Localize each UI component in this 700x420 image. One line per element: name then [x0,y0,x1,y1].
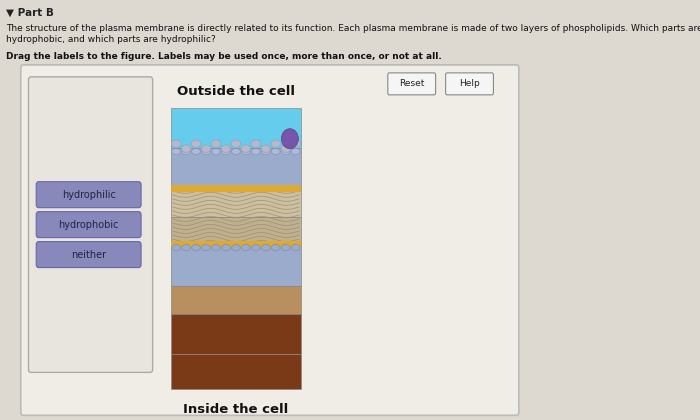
Ellipse shape [172,148,181,155]
Ellipse shape [281,244,290,251]
Ellipse shape [202,145,211,152]
Ellipse shape [291,244,300,251]
Bar [172,148,301,189]
Ellipse shape [202,244,210,251]
Ellipse shape [232,148,240,155]
Ellipse shape [271,140,281,147]
Ellipse shape [231,140,241,147]
Ellipse shape [191,140,201,147]
Bar [172,354,301,389]
FancyBboxPatch shape [29,77,153,373]
FancyBboxPatch shape [446,73,494,95]
Bar [172,189,301,217]
Ellipse shape [192,244,200,251]
Bar [172,286,301,314]
Ellipse shape [272,148,280,155]
Ellipse shape [261,145,271,152]
Ellipse shape [211,244,220,251]
Bar [172,314,301,354]
Ellipse shape [291,148,300,155]
Text: Drag the labels to the figure. Labels may be used once, more than once, or not a: Drag the labels to the figure. Labels ma… [6,52,442,61]
Text: neither: neither [71,249,106,260]
Text: hydrophobic, and which parts are hydrophilic?: hydrophobic, and which parts are hydroph… [6,35,216,44]
Text: hydrophobic: hydrophobic [58,220,119,230]
Ellipse shape [202,148,210,155]
FancyBboxPatch shape [388,73,435,95]
Ellipse shape [181,145,191,152]
Ellipse shape [232,244,240,251]
Ellipse shape [182,244,190,251]
Ellipse shape [211,140,220,147]
Ellipse shape [182,148,190,155]
Text: hydrophilic: hydrophilic [62,190,116,200]
Ellipse shape [222,148,230,155]
FancyBboxPatch shape [36,241,141,268]
Bar [172,217,301,245]
Ellipse shape [222,244,230,251]
Ellipse shape [192,148,200,155]
Text: ▼ Part B: ▼ Part B [6,8,54,18]
Ellipse shape [241,145,251,152]
Ellipse shape [172,140,181,147]
Ellipse shape [251,148,260,155]
Ellipse shape [251,244,260,251]
Bar [172,108,301,148]
Text: Inside the cell: Inside the cell [183,403,288,416]
Ellipse shape [291,140,300,147]
FancyBboxPatch shape [36,212,141,238]
FancyBboxPatch shape [21,65,519,415]
Bar [172,245,301,286]
Ellipse shape [172,244,181,251]
Text: Outside the cell: Outside the cell [177,85,295,98]
Ellipse shape [241,244,250,251]
Ellipse shape [272,244,280,251]
Ellipse shape [241,148,250,155]
Ellipse shape [251,140,260,147]
Ellipse shape [281,145,290,152]
Text: Reset: Reset [399,79,424,88]
FancyBboxPatch shape [36,182,141,207]
Ellipse shape [262,148,270,155]
Ellipse shape [281,148,290,155]
Bar [172,185,301,192]
Text: Help: Help [459,79,480,88]
Ellipse shape [221,145,231,152]
Text: The structure of the plasma membrane is directly related to its function. Each p: The structure of the plasma membrane is … [6,24,700,33]
Ellipse shape [211,148,220,155]
Ellipse shape [262,244,270,251]
Bar [172,241,301,248]
Ellipse shape [281,129,298,149]
